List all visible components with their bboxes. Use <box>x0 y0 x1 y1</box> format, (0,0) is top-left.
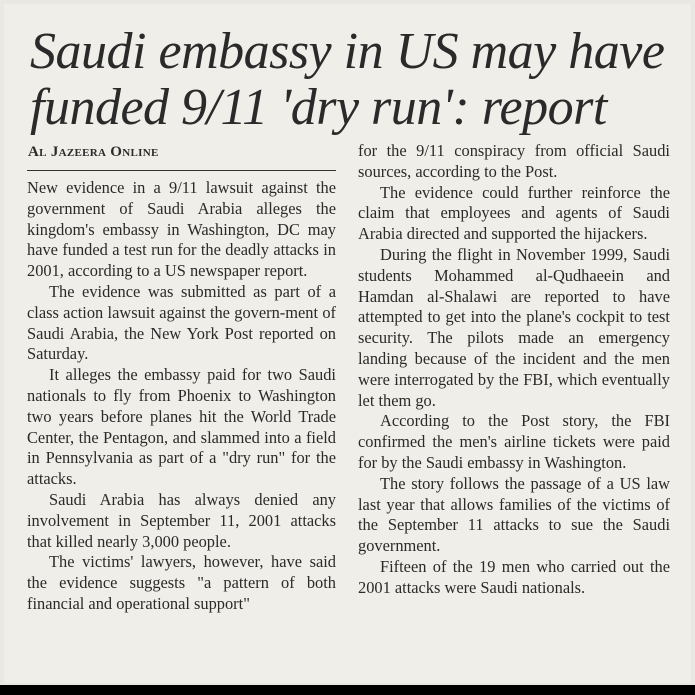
paragraph: The evidence was submitted as part of a … <box>27 281 336 364</box>
newspaper-clipping <box>4 4 691 683</box>
paragraph: Saudi Arabia has always denied any invol… <box>27 489 336 551</box>
bottom-border <box>0 685 695 695</box>
paragraph: The evidence could further reinforce the… <box>358 182 670 244</box>
paragraph: The story follows the passage of a US la… <box>358 473 670 556</box>
paragraph: During the flight in November 1999, Saud… <box>358 244 670 410</box>
left-column: New evidence in a 9/11 lawsuit against t… <box>27 178 336 615</box>
headline: Saudi embassy in US may have funded 9/11… <box>30 23 665 136</box>
paragraph: It alleges the embassy paid for two Saud… <box>27 365 336 489</box>
right-column: for the 9/11 conspiracy from official Sa… <box>358 141 670 599</box>
byline-divider <box>27 170 336 171</box>
paragraph: New evidence in a 9/11 lawsuit against t… <box>27 178 336 281</box>
paragraph: Fifteen of the 19 men who carried out th… <box>358 556 670 597</box>
paragraph: for the 9/11 conspiracy from official Sa… <box>358 141 670 181</box>
byline: Al Jazeera Online <box>28 144 159 160</box>
paragraph: According to the Post story, the FBI con… <box>358 411 670 472</box>
paragraph: The victims' lawyers, however, have said… <box>27 552 336 613</box>
